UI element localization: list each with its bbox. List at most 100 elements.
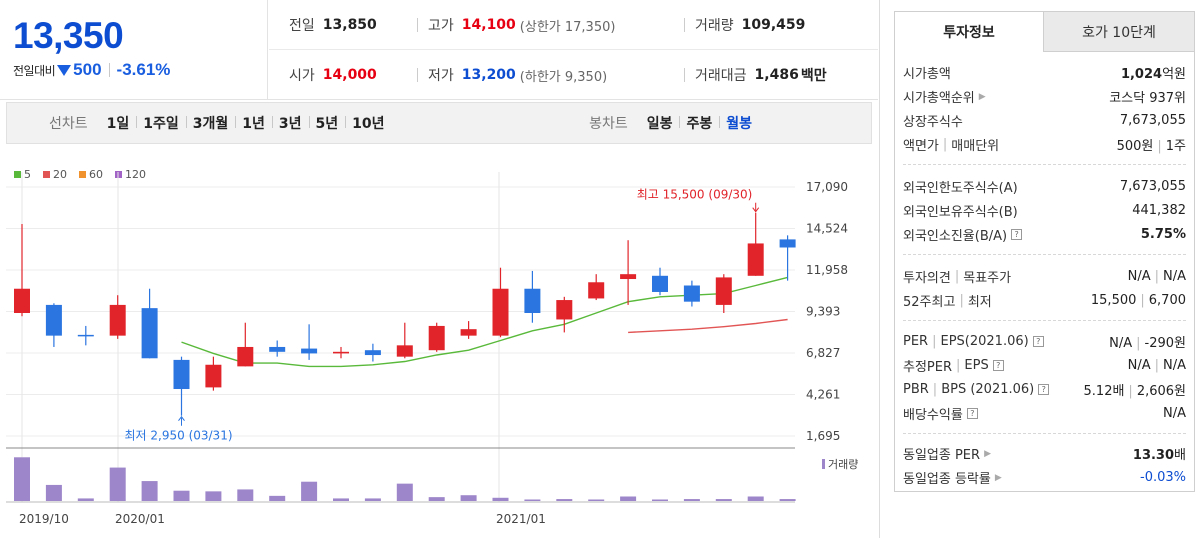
period-1y[interactable]: 1년 (235, 113, 272, 133)
industry-per-unit: 배 (1174, 448, 1186, 463)
dividend-value: N/A (1163, 406, 1186, 421)
y-tick-label: 17,090 (806, 180, 848, 194)
candlestick-chart-svg[interactable]: 5 20 60 120 17,090 14,524 11,958 9,393 6,827 4,26… (0, 150, 878, 538)
per-value: N/A (1109, 336, 1133, 351)
foreign-hold-value: 441,382 (1132, 203, 1186, 218)
x-tick-label: 2021/01 (496, 512, 546, 526)
est-per-value: N/A (1127, 358, 1151, 373)
candle-chart-title[interactable]: 봉차트 (589, 116, 628, 132)
unit-value: 1주 (1165, 139, 1186, 154)
bps-value: 2,606원 (1136, 384, 1186, 399)
volume-bar (301, 481, 318, 501)
row-market-cap: 시가총액 1,024억원 (903, 61, 1186, 84)
period-1w[interactable]: 1주일 (136, 113, 186, 133)
tab-quote-10[interactable]: 호가 10단계 (1043, 11, 1195, 52)
w52-low-value: 6,700 (1148, 293, 1186, 308)
pbr-label: PBR (903, 382, 929, 397)
divider (684, 18, 685, 32)
tab-invest-info[interactable]: 투자정보 (894, 11, 1044, 52)
stat-low-sub: (하한가 9,350) (519, 69, 608, 85)
stock-chart[interactable]: 5 20 60 120 17,090 14,524 11,958 9,393 6,827 4,26… (0, 150, 878, 538)
y-tick-label: 14,524 (806, 222, 848, 236)
volume-bar (460, 495, 477, 501)
high-arrowhead (752, 207, 760, 213)
candle-weekly[interactable]: 주봉 (679, 113, 719, 133)
stat-high: 고가 14,100 (상한가 17,350) (428, 0, 615, 50)
row-industry-per[interactable]: 동일업종 PER ▶ 13.30배 (903, 442, 1186, 465)
y-tick-label: 4,261 (806, 387, 840, 401)
candle-body (301, 348, 318, 354)
stat-amount-value: 1,486 (754, 67, 799, 83)
row-industry-change[interactable]: 동일업종 등락률 ▶ -0.03% (903, 466, 1186, 489)
chevron-right-icon: ▶ (978, 91, 986, 102)
candle-monthly[interactable]: 월봉 (719, 113, 759, 133)
volume-bar (237, 489, 254, 501)
legend-label-ma20: 20 (53, 168, 67, 181)
volume-bar (715, 499, 732, 501)
line-chart-title[interactable]: 선차트 (49, 116, 88, 132)
period-10y[interactable]: 10년 (345, 113, 391, 133)
volume-bar (396, 483, 413, 501)
stats-row-1: 전일 13,850 고가 14,100 (상한가 17,350) 거래량 109… (269, 0, 878, 50)
stat-low-value: 13,200 (461, 67, 516, 83)
divider (903, 164, 1186, 165)
stat-high-label: 고가 (428, 18, 454, 34)
row-market-rank[interactable]: 시가총액순위 ▶ 코스닥 937위 (903, 85, 1186, 108)
industry-change-label: 동일업종 등락률 (903, 472, 991, 487)
volume-bar (556, 499, 573, 501)
legend-label-ma60: 60 (89, 168, 103, 181)
volume-bar (524, 499, 541, 501)
stat-prev-value: 13,850 (322, 17, 377, 33)
stat-low: 저가 13,200 (하한가 9,350) (428, 50, 607, 100)
divider (417, 68, 418, 82)
stat-low-label: 저가 (428, 68, 454, 84)
candle-body (715, 277, 732, 305)
candle-body (492, 288, 509, 336)
help-icon[interactable]: ? (1032, 336, 1044, 347)
help-icon[interactable]: ? (966, 408, 978, 419)
volume-bar (141, 481, 158, 501)
shares-label: 상장주식수 (903, 115, 963, 130)
per-label: PER (903, 334, 929, 349)
candle-body (683, 285, 700, 302)
stat-volume-label: 거래량 (695, 18, 734, 34)
dividend-label: 배당수익률 (903, 408, 963, 423)
shares-value: 7,673,055 (1119, 113, 1186, 128)
foreign-hold-label: 외국인보유주식수(B) (903, 205, 1018, 220)
help-icon[interactable]: ? (992, 360, 1004, 371)
candle-daily[interactable]: 일봉 (646, 116, 673, 132)
x-tick-label: 2019/10 (19, 512, 69, 526)
target-label: 목표주가 (963, 271, 1012, 286)
y-tick-label: 9,393 (806, 304, 840, 318)
volume-bar (269, 495, 286, 501)
high-annotation: 최고 15,500 (09/30) (637, 188, 753, 202)
legend-swatch-ma20 (43, 171, 50, 178)
stat-high-value: 14,100 (461, 17, 516, 33)
period-5y[interactable]: 5년 (308, 113, 346, 133)
period-1d[interactable]: 1일 (106, 116, 130, 132)
par-value: 500원 (1116, 139, 1154, 154)
candle-body (460, 329, 477, 336)
candle-body (269, 346, 286, 352)
target-value: N/A (1163, 269, 1186, 284)
candle-body (588, 282, 605, 299)
row-foreign-hold: 외국인보유주식수(B) 441,382 (903, 199, 1186, 222)
help-icon[interactable]: ? (1038, 384, 1050, 395)
industry-per-value: 13.30 (1132, 448, 1175, 463)
period-3y[interactable]: 3년 (271, 113, 309, 133)
help-icon[interactable]: ? (1011, 229, 1023, 240)
period-3m[interactable]: 3개월 (185, 113, 236, 133)
market-rank-value: 코스닥 937위 (1109, 91, 1186, 106)
est-eps-value: N/A (1163, 358, 1186, 373)
stat-amount: 거래대금 1,486 백만 (695, 50, 827, 100)
row-opinion: 투자의견 | 목표주가 N/A | N/A (903, 269, 1186, 286)
candle-body (14, 288, 30, 313)
opinion-label: 투자의견 (903, 271, 951, 286)
volume-bar (77, 498, 94, 501)
legend-label-ma120: 120 (125, 168, 146, 181)
ma20-line (628, 318, 788, 334)
change-line: 전일대비 500 -3.61% (13, 60, 267, 80)
candle-body (396, 345, 413, 357)
candle-chart-periods: 봉차트 일봉 주봉 월봉 (589, 103, 759, 143)
row-52w: 52주최고 | 최저 15,500 | 6,700 (903, 293, 1186, 310)
